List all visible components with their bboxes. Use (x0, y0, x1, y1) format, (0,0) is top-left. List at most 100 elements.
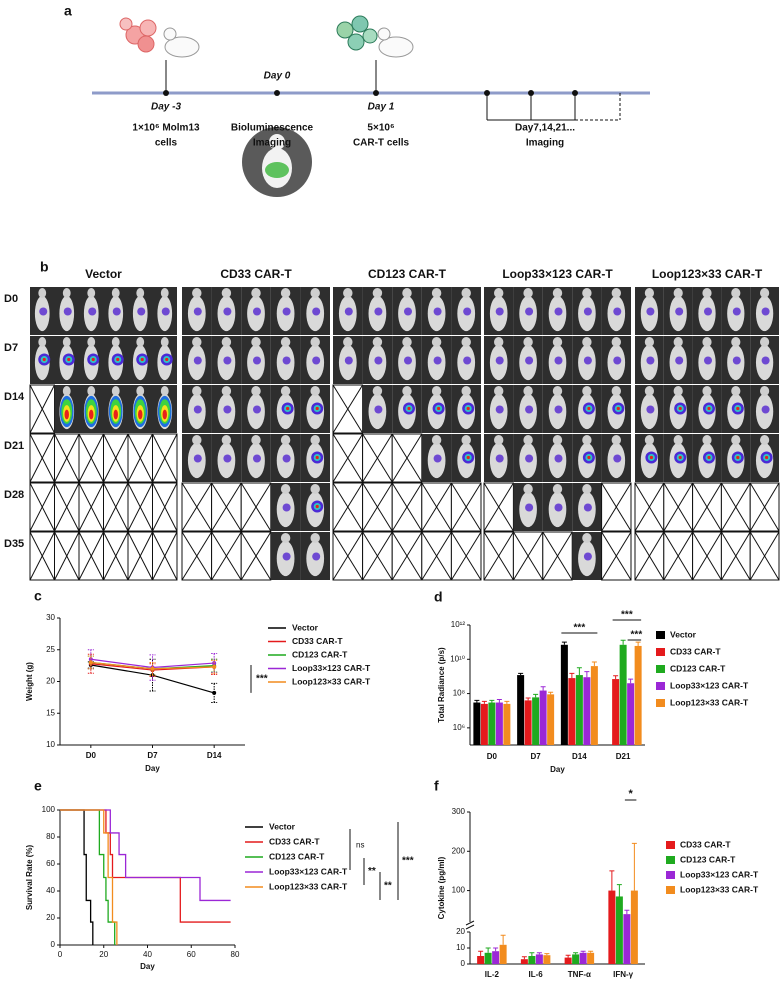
timeline-day: Day 1 (368, 102, 395, 113)
mouse-image (731, 435, 741, 445)
error-bar (628, 678, 634, 684)
mouse-image (136, 337, 145, 347)
signal (88, 307, 97, 316)
signal (761, 356, 770, 365)
error-bar (525, 697, 531, 701)
signal (554, 356, 563, 365)
panel-label: d (434, 589, 443, 605)
signal (707, 455, 711, 460)
legend-label: CD123 CAR-T (670, 663, 726, 673)
mouse-image (731, 386, 741, 396)
dead-cross (663, 482, 694, 532)
mouse-image (582, 386, 592, 396)
error-bar (485, 947, 491, 953)
legend-swatch (656, 648, 665, 656)
signal (761, 405, 770, 414)
y-tick-label: 25 (46, 645, 55, 654)
mouse-image (136, 288, 145, 298)
signal (463, 356, 472, 365)
signal (138, 409, 143, 420)
row-label: D21 (4, 440, 24, 452)
dead-cross (332, 433, 364, 483)
mouse-image (310, 484, 320, 494)
legend-label: Loop123×33 CAR-T (292, 676, 371, 686)
signal (282, 307, 291, 316)
signal (437, 406, 441, 411)
signal (678, 406, 682, 411)
bar (535, 954, 543, 964)
mouse-image (310, 337, 320, 347)
signal (736, 455, 740, 460)
dead-cross (181, 531, 213, 581)
mouse-image (343, 288, 353, 298)
x-tick-label: TNF-α (568, 970, 591, 979)
mouse-image (111, 386, 120, 396)
dead-cross (450, 482, 482, 532)
point (212, 690, 217, 695)
y-tick-label: 10⁶ (453, 723, 465, 732)
mouse-image (523, 435, 533, 445)
mouse-image (402, 386, 412, 396)
signal (374, 356, 383, 365)
y-axis-label: Total Radiance (p/s) (437, 647, 446, 723)
mouse-image (221, 337, 232, 347)
error-bar (576, 667, 582, 676)
mouse-image (221, 288, 232, 298)
mouse-image (251, 435, 261, 445)
x-tick-label: IL-2 (485, 970, 500, 979)
signal (466, 455, 470, 460)
signal (554, 405, 563, 414)
annotation: *** (402, 856, 414, 867)
signal (42, 357, 46, 362)
dead-cross (421, 531, 452, 581)
dead-cross (29, 433, 55, 483)
signal (64, 409, 69, 420)
y-axis-label: Survival Rate (%) (25, 844, 34, 910)
bar (517, 675, 525, 745)
mouse-image (160, 337, 169, 347)
timeline-day: Day -3 (151, 102, 181, 113)
row-label: D14 (4, 391, 25, 403)
signal (525, 503, 534, 512)
dead-cross (29, 531, 55, 581)
error-bar (624, 909, 630, 915)
y-axis-label: Weight (g) (25, 662, 34, 701)
timeline-desc: Day7,14,21... (515, 123, 575, 134)
dead-cross (54, 482, 80, 532)
signal (253, 356, 261, 365)
signal (193, 405, 202, 414)
bar (524, 700, 532, 745)
x-tick-label: D14 (572, 752, 587, 761)
bar (590, 666, 598, 745)
error-bar (620, 639, 626, 645)
dead-cross (450, 531, 482, 581)
point (150, 666, 155, 671)
mouse-image (280, 435, 291, 445)
y-tick-label: 0 (461, 959, 466, 968)
timeline-day: Day 0 (264, 71, 291, 82)
signal (583, 356, 592, 365)
error-bar (481, 700, 487, 704)
annotation: ns (356, 841, 364, 850)
timeline-point (373, 90, 379, 96)
mouse-image (523, 484, 533, 494)
y-tick-label: 20 (456, 927, 465, 936)
y-tick-label: 100 (452, 886, 466, 895)
cell-icon (119, 17, 133, 31)
signal (583, 503, 592, 512)
dead-cross (720, 531, 751, 581)
mouse-image (582, 533, 592, 543)
annotation: ** (368, 866, 376, 877)
signal (282, 454, 291, 463)
point (88, 660, 93, 665)
legend-label: CD33 CAR-T (680, 839, 731, 849)
dead-cross (152, 482, 178, 532)
bar (495, 702, 503, 745)
legend-swatch (666, 856, 675, 864)
error-bar (211, 682, 218, 703)
signal (736, 406, 740, 411)
signal (704, 356, 712, 365)
mouse-image (111, 288, 120, 298)
mouse-image (38, 337, 47, 347)
dead-cross (421, 482, 452, 532)
